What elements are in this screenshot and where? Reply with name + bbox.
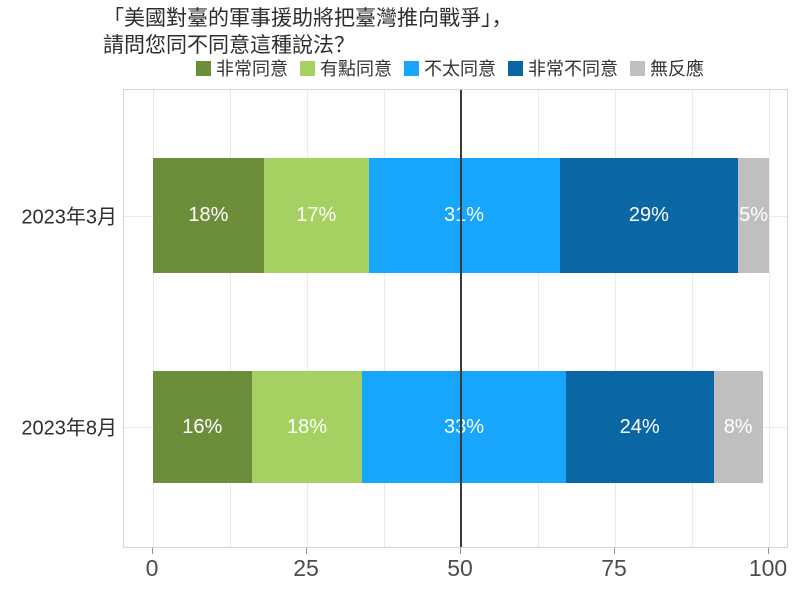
legend-label: 有點同意 bbox=[320, 59, 392, 79]
bar-value-label: 5% bbox=[739, 204, 769, 226]
bar-value-label: 24% bbox=[619, 415, 660, 438]
bar-value-label: 31% bbox=[444, 204, 485, 226]
legend-swatch bbox=[508, 60, 523, 76]
legend-swatch bbox=[630, 60, 645, 76]
legend-item: 非常同意 bbox=[196, 55, 288, 81]
legend-label: 無反應 bbox=[650, 59, 704, 79]
bar-segment: 24% bbox=[565, 371, 714, 483]
legend-label: 非常不同意 bbox=[528, 59, 618, 79]
gridline-vertical bbox=[153, 90, 154, 547]
chart-title-line1: 「美國對臺的軍事援助將把臺灣推向戰爭」， bbox=[103, 7, 513, 30]
bar-row: 16% 18% 33% 24% 8% bbox=[153, 371, 763, 483]
category-label: 2023年8月 bbox=[21, 417, 117, 440]
bar-segment: 29% bbox=[559, 158, 739, 273]
x-tick-mark bbox=[152, 548, 153, 554]
legend: 非常同意 有點同意 不太同意 非常不同意 無反應 bbox=[196, 55, 704, 81]
bar-value-label: 18% bbox=[286, 415, 327, 438]
legend-swatch bbox=[300, 60, 315, 76]
gridline-vertical bbox=[769, 90, 770, 547]
x-tick-mark bbox=[768, 548, 769, 554]
bar-segment: 8% bbox=[713, 371, 763, 483]
bar-value-label: 17% bbox=[296, 204, 337, 226]
bar-segment: 16% bbox=[153, 371, 252, 483]
reference-line-50 bbox=[460, 90, 462, 547]
gridline-vertical bbox=[692, 90, 693, 547]
bar-segment: 18% bbox=[251, 371, 363, 483]
legend-swatch bbox=[196, 60, 211, 76]
x-tick-mark bbox=[460, 548, 461, 554]
bar-value-label: 16% bbox=[182, 415, 223, 438]
bar-row: 18% 17% 31% 29% 5% bbox=[153, 158, 769, 273]
x-tick-label: 50 bbox=[447, 555, 473, 581]
gridline-vertical bbox=[384, 90, 385, 547]
bar-value-label: 8% bbox=[723, 415, 753, 438]
legend-item: 非常不同意 bbox=[508, 55, 618, 81]
gridline-vertical bbox=[307, 90, 308, 547]
legend-label: 不太同意 bbox=[424, 59, 496, 79]
gridline-vertical bbox=[230, 90, 231, 547]
bar-value-label: 18% bbox=[188, 204, 229, 226]
bar-segment: 5% bbox=[738, 158, 769, 273]
category-label: 2023年3月 bbox=[21, 206, 117, 228]
legend-item: 有點同意 bbox=[300, 55, 392, 81]
chart-title-line2: 請問您同不同意這種說法？ bbox=[103, 34, 355, 57]
plot-area: 18% 17% 31% 29% 5% 16% 18% 33% 24% 8% bbox=[123, 89, 788, 548]
gridline-vertical bbox=[538, 90, 539, 547]
gridline-vertical bbox=[615, 90, 616, 547]
legend-item: 不太同意 bbox=[404, 55, 496, 81]
bar-segment: 33% bbox=[362, 371, 566, 483]
x-tick-mark bbox=[306, 548, 307, 554]
legend-label: 非常同意 bbox=[216, 59, 288, 79]
bar-value-label: 29% bbox=[628, 204, 669, 226]
bar-segment: 31% bbox=[368, 158, 560, 273]
legend-item: 無反應 bbox=[630, 55, 704, 81]
x-tick-label: 100 bbox=[748, 555, 788, 581]
x-tick-label: 0 bbox=[145, 555, 159, 581]
legend-swatch bbox=[404, 60, 419, 76]
chart-title: 「美國對臺的軍事援助將把臺灣推向戰爭」， 請問您同不同意這種說法？ bbox=[103, 5, 513, 59]
bar-segment: 17% bbox=[263, 158, 369, 273]
bar-value-label: 33% bbox=[444, 415, 485, 438]
bar-segment: 18% bbox=[153, 158, 264, 273]
x-tick-mark bbox=[614, 548, 615, 554]
x-tick-label: 25 bbox=[293, 555, 319, 581]
x-tick-label: 75 bbox=[601, 555, 627, 581]
